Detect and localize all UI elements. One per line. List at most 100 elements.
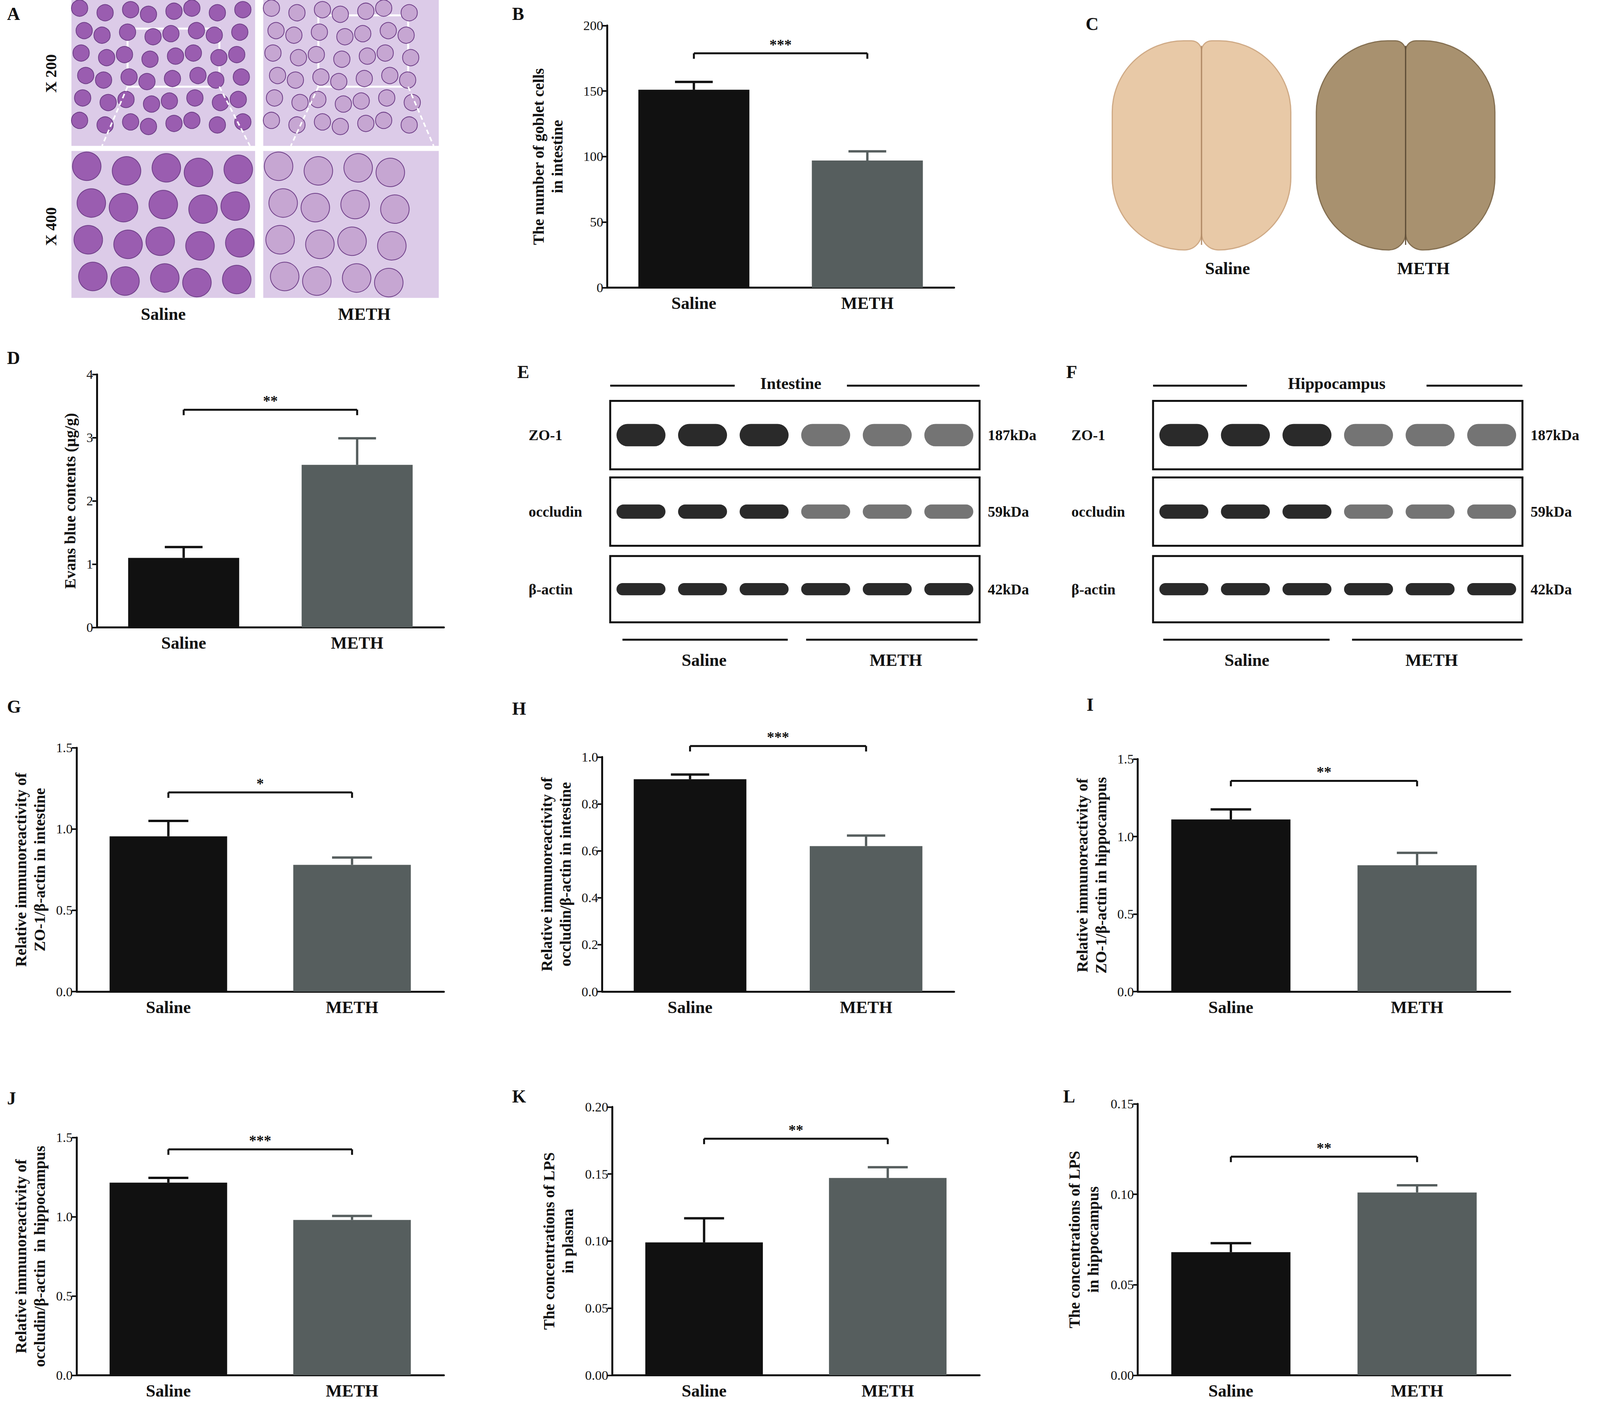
svg-text:occludin/β-actin in hippocamp: occludin/β-actin in hippocampus (30, 1146, 49, 1368)
svg-text:Saline: Saline (667, 998, 713, 1018)
svg-text:1.5: 1.5 (55, 1130, 73, 1145)
svg-text:The concentrations of LPS: The concentrations of LPS (540, 1152, 558, 1331)
svg-text:X 400: X 400 (42, 207, 60, 246)
svg-text:0.2: 0.2 (581, 937, 599, 952)
svg-text:***: *** (249, 1132, 272, 1149)
svg-text:METH: METH (325, 1381, 379, 1401)
svg-text:187kDa: 187kDa (987, 426, 1037, 444)
svg-text:0.0: 0.0 (55, 1368, 73, 1383)
svg-text:occludin: occludin (528, 503, 583, 520)
svg-text:0.15: 0.15 (585, 1167, 609, 1182)
svg-text:Evans blue contents (μg/g): Evans blue contents (μg/g) (61, 412, 79, 590)
svg-text:B: B (512, 3, 525, 24)
svg-text:METH: METH (330, 633, 384, 653)
svg-text:0.5: 0.5 (1117, 907, 1134, 922)
svg-text:0: 0 (86, 620, 93, 635)
svg-text:***: *** (766, 728, 790, 746)
svg-text:A: A (7, 3, 20, 24)
svg-text:METH: METH (841, 293, 894, 313)
svg-text:Saline: Saline (1208, 998, 1254, 1018)
svg-text:Intestine: Intestine (760, 374, 822, 393)
svg-text:Saline: Saline (161, 633, 207, 653)
svg-text:Relative immunoreactivity of: Relative immunoreactivity of (12, 772, 30, 968)
svg-text:ZO-1: ZO-1 (528, 426, 563, 444)
svg-text:METH: METH (1397, 258, 1450, 279)
svg-text:**: ** (1316, 1139, 1332, 1157)
svg-text:ZO-1: ZO-1 (1071, 426, 1106, 444)
svg-text:Relative immunoreactivity of: Relative immunoreactivity of (1073, 778, 1092, 973)
svg-text:Saline: Saline (681, 1381, 727, 1401)
svg-text:3: 3 (86, 430, 93, 445)
svg-text:**: ** (788, 1121, 804, 1139)
svg-text:200: 200 (583, 18, 604, 33)
svg-text:J: J (7, 1088, 17, 1109)
svg-text:0.5: 0.5 (55, 1289, 73, 1304)
svg-text:in hippocampus: in hippocampus (1084, 1186, 1102, 1293)
svg-text:METH: METH (839, 998, 893, 1018)
svg-text:Hippocampus: Hippocampus (1287, 374, 1386, 393)
svg-text:METH: METH (1391, 1381, 1444, 1401)
svg-text:**: ** (262, 392, 278, 409)
svg-text:1.0: 1.0 (581, 750, 599, 765)
svg-text:0.5: 0.5 (55, 903, 73, 918)
svg-text:0.0: 0.0 (55, 984, 73, 1000)
svg-text:D: D (7, 348, 20, 368)
svg-text:**: ** (1316, 763, 1332, 781)
svg-text:Saline: Saline (1224, 650, 1270, 670)
svg-text:0.05: 0.05 (585, 1301, 609, 1316)
svg-text:The number of goblet cells: The number of goblet cells (529, 68, 548, 246)
svg-text:C: C (1085, 14, 1099, 34)
svg-text:METH: METH (861, 1381, 914, 1401)
svg-text:1.5: 1.5 (1117, 751, 1134, 767)
svg-text:0.10: 0.10 (585, 1233, 609, 1249)
svg-text:2: 2 (86, 493, 93, 509)
svg-text:β-actin: β-actin (1071, 581, 1116, 598)
svg-text:0.0: 0.0 (581, 984, 599, 1000)
svg-text:Saline: Saline (671, 293, 717, 313)
svg-text:Relative immunoreactivity of: Relative immunoreactivity of (537, 777, 556, 972)
svg-text:0.0: 0.0 (1117, 984, 1134, 1000)
svg-text:X 200: X 200 (42, 54, 60, 93)
svg-text:Saline: Saline (1205, 258, 1250, 279)
svg-text:42kDa: 42kDa (1530, 581, 1572, 598)
svg-text:G: G (7, 696, 22, 717)
svg-text:0: 0 (596, 280, 604, 295)
svg-text:H: H (512, 698, 527, 719)
svg-text:occludin/β-actin in intestine: occludin/β-actin in intestine (556, 782, 575, 967)
svg-text:1.5: 1.5 (55, 740, 73, 756)
svg-text:K: K (512, 1086, 527, 1107)
svg-text:150: 150 (583, 83, 604, 99)
svg-text:in intestine: in intestine (548, 119, 567, 194)
svg-text:Saline: Saline (146, 1381, 192, 1401)
svg-text:0.05: 0.05 (1110, 1277, 1134, 1293)
svg-text:ZO-1/β-actin in intestine: ZO-1/β-actin in intestine (30, 788, 49, 952)
svg-text:59kDa: 59kDa (987, 503, 1030, 520)
svg-text:0.8: 0.8 (581, 796, 599, 812)
svg-text:187kDa: 187kDa (1530, 426, 1580, 444)
svg-text:0.4: 0.4 (581, 890, 599, 906)
svg-text:Saline: Saline (1208, 1381, 1254, 1401)
svg-text:METH: METH (337, 304, 391, 324)
svg-text:METH: METH (1391, 998, 1444, 1018)
svg-text:1.0: 1.0 (55, 1209, 73, 1225)
svg-text:1: 1 (86, 557, 93, 572)
svg-text:β-actin: β-actin (528, 581, 573, 598)
svg-text:ZO-1/β-actin in hippocampus: ZO-1/β-actin in hippocampus (1092, 777, 1110, 974)
svg-text:Saline: Saline (681, 650, 727, 670)
svg-text:50: 50 (589, 214, 604, 230)
svg-text:The concentrations of LPS: The concentrations of LPS (1065, 1151, 1084, 1329)
svg-text:METH: METH (325, 998, 379, 1018)
svg-text:L: L (1063, 1086, 1076, 1107)
svg-text:42kDa: 42kDa (987, 581, 1030, 598)
svg-text:I: I (1086, 694, 1094, 715)
svg-text:E: E (517, 362, 530, 383)
svg-text:F: F (1066, 362, 1078, 383)
svg-text:59kDa: 59kDa (1530, 503, 1572, 520)
svg-text:*: * (256, 775, 265, 792)
svg-text:METH: METH (869, 650, 922, 670)
svg-text:4: 4 (86, 367, 93, 382)
svg-text:0.00: 0.00 (1110, 1368, 1134, 1383)
svg-text:1.0: 1.0 (55, 821, 73, 837)
svg-text:0.15: 0.15 (1110, 1096, 1134, 1112)
svg-text:in plasma: in plasma (558, 1208, 577, 1274)
